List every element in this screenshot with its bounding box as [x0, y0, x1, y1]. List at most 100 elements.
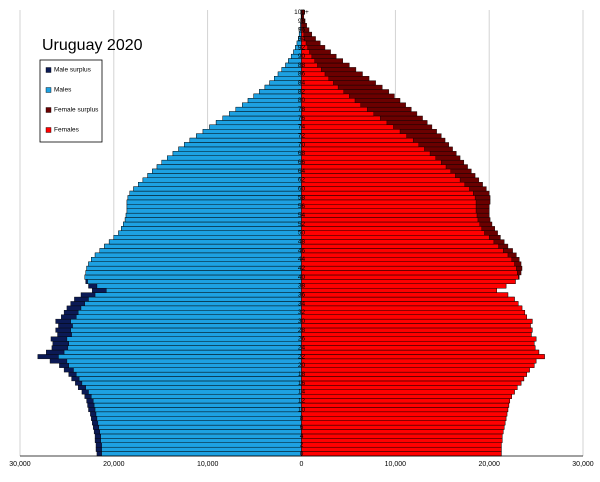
male-bar	[72, 323, 302, 329]
female-bar	[301, 296, 515, 302]
female-bar	[301, 402, 510, 408]
male-bar	[77, 310, 302, 315]
female-bar	[301, 318, 533, 324]
male-bar	[129, 190, 302, 196]
male-bar	[66, 336, 302, 342]
male-bar	[127, 195, 302, 201]
male-bar	[124, 217, 302, 223]
female-bar	[301, 451, 502, 457]
female-bar	[301, 217, 479, 223]
age-label: 26	[298, 336, 306, 343]
male-bar	[63, 349, 302, 355]
female-bar	[301, 195, 476, 201]
female-bar	[301, 442, 502, 448]
age-label: 74	[298, 124, 306, 131]
female-bar	[301, 310, 526, 315]
male-bar	[222, 115, 302, 121]
male-bar	[152, 168, 302, 174]
male-bar	[118, 230, 302, 236]
female-bar	[301, 279, 516, 284]
male-bar	[142, 177, 302, 183]
male-bar	[215, 120, 302, 126]
legend-label: Female surplus	[54, 107, 99, 114]
male-bar	[269, 80, 302, 86]
age-label: 92	[298, 44, 306, 51]
male-bar	[253, 93, 302, 99]
age-label: 72	[298, 133, 306, 140]
male-bar	[94, 407, 302, 413]
female-bar	[301, 182, 465, 187]
female-bar	[301, 9, 303, 15]
female-bar	[301, 248, 504, 254]
female-bar	[301, 301, 519, 307]
age-label: 62	[298, 177, 306, 184]
female-bar	[301, 274, 519, 280]
female-bar	[301, 327, 533, 333]
male-bar	[87, 279, 302, 284]
female-bar	[301, 292, 509, 298]
female-bar	[301, 243, 499, 249]
female-bar	[301, 385, 518, 390]
legend: Male surplus Males Female surplus Females	[45, 67, 99, 134]
female-bar	[301, 433, 503, 439]
age-label: 98	[298, 18, 306, 25]
female-bar	[301, 398, 511, 404]
age-label: 16	[298, 380, 306, 387]
age-label: 86	[298, 71, 306, 78]
age-label: 90	[298, 53, 306, 60]
female-bar	[301, 393, 512, 399]
female-bar	[301, 252, 509, 258]
age-label: 2	[300, 442, 304, 449]
x-tick-label: 30,000	[572, 461, 594, 468]
male-bar	[80, 305, 302, 311]
male-bar	[68, 363, 302, 368]
male-bar	[121, 226, 302, 231]
female-bar	[301, 129, 401, 134]
x-tick-label: 20,000	[103, 461, 125, 468]
male-bar	[178, 146, 302, 152]
female-bar	[301, 340, 535, 346]
female-bar	[301, 389, 515, 395]
male-bar	[85, 385, 302, 390]
female-bar	[301, 142, 419, 148]
age-label: 42	[298, 265, 306, 272]
labels: 30,000 20,000 10,000 0 10,000 20,000 30,000024…	[9, 9, 594, 468]
male-bar	[167, 155, 302, 161]
female-bar	[301, 424, 505, 430]
age-label: 94	[298, 35, 306, 42]
female-bar	[301, 177, 461, 183]
age-label: 6	[300, 424, 304, 431]
age-label: 66	[298, 159, 306, 166]
male-bar	[70, 318, 302, 324]
male-bar	[123, 221, 302, 227]
male-bar	[101, 446, 302, 452]
female-bar	[301, 305, 523, 311]
female-bar	[301, 407, 509, 413]
x-tick-label: 30,000	[9, 461, 31, 468]
female-bar	[301, 416, 507, 421]
female-bar	[301, 354, 545, 360]
female-bar	[301, 168, 451, 174]
male-bar	[85, 270, 302, 276]
female-bar	[301, 438, 503, 443]
male-bar	[97, 420, 302, 426]
legend-label: Males	[54, 87, 72, 94]
female-bar	[301, 265, 517, 271]
female-bar	[301, 411, 508, 417]
male-bar	[94, 292, 302, 298]
male-bar	[71, 332, 302, 337]
male-bar	[100, 438, 302, 443]
female-bar	[301, 98, 356, 103]
female-bar	[301, 261, 515, 267]
age-label: 12	[298, 398, 306, 405]
male-bar	[104, 243, 302, 249]
female-bar	[301, 89, 344, 95]
age-label: 78	[298, 106, 306, 113]
age-label: 44	[298, 256, 306, 263]
age-label: 54	[298, 212, 306, 219]
female-bar	[301, 270, 518, 276]
male-bar	[93, 402, 302, 408]
female-bar	[301, 146, 425, 152]
female-bar	[301, 111, 374, 117]
